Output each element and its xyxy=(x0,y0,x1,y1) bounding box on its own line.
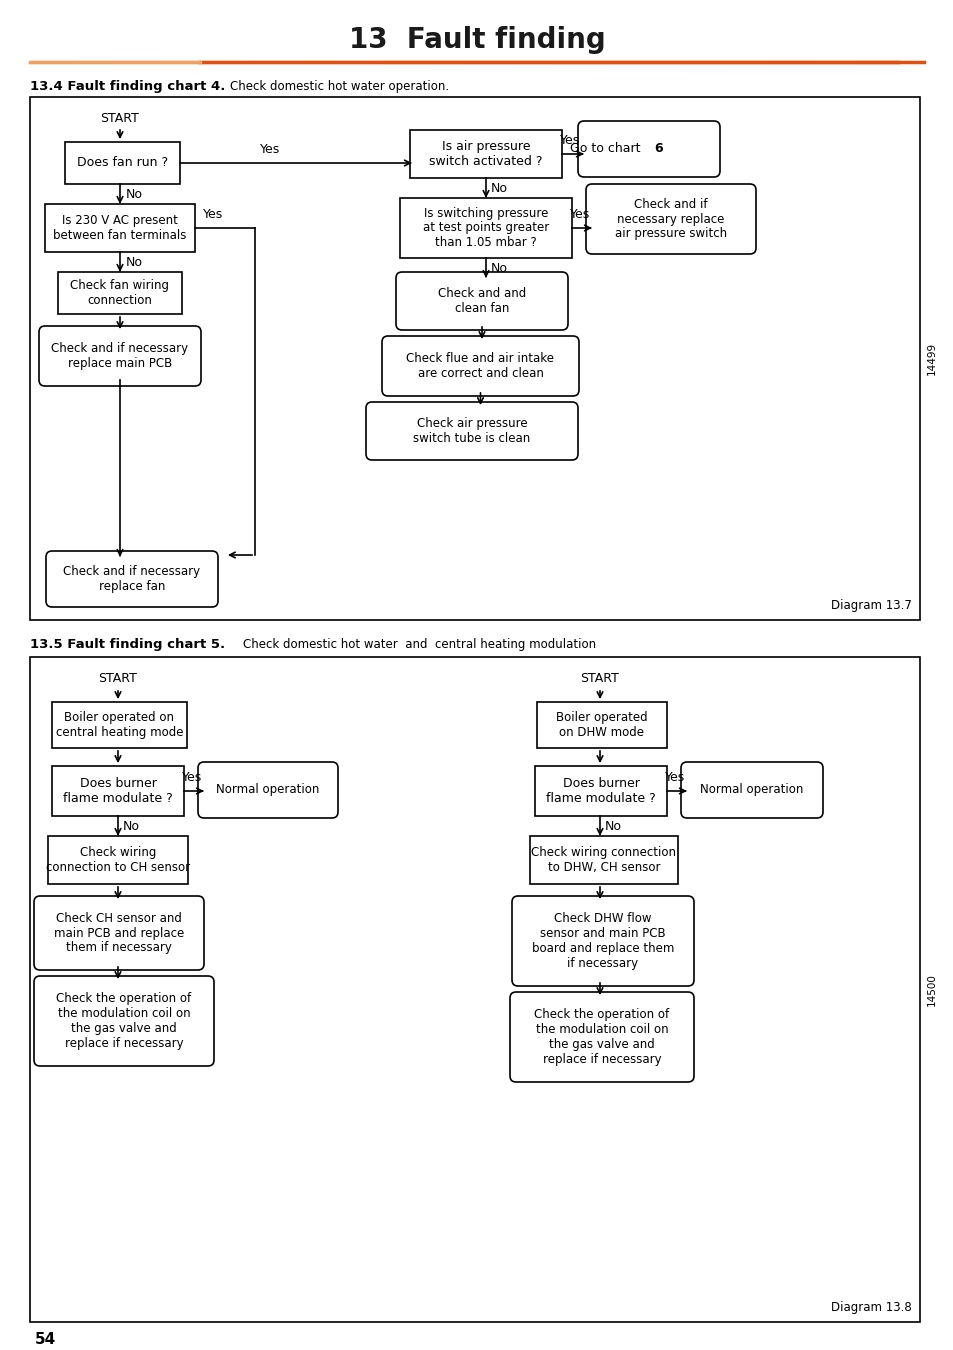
Bar xyxy=(45,204,194,252)
Text: Is air pressure
switch activated ?: Is air pressure switch activated ? xyxy=(429,140,542,167)
Text: Normal operation: Normal operation xyxy=(700,783,802,796)
Text: Check the operation of
the modulation coil on
the gas valve and
replace if neces: Check the operation of the modulation co… xyxy=(534,1008,669,1066)
Bar xyxy=(537,702,666,748)
Text: Check wiring
connection to CH sensor: Check wiring connection to CH sensor xyxy=(46,846,190,873)
Text: Go to chart: Go to chart xyxy=(570,143,644,155)
FancyBboxPatch shape xyxy=(512,896,693,986)
Text: Check domestic hot water operation.: Check domestic hot water operation. xyxy=(230,80,449,93)
Text: Is 230 V AC present
between fan terminals: Is 230 V AC present between fan terminal… xyxy=(53,215,187,242)
Text: Diagram 13.8: Diagram 13.8 xyxy=(830,1301,911,1314)
Bar xyxy=(410,130,561,178)
FancyBboxPatch shape xyxy=(34,896,204,971)
Text: No: No xyxy=(491,262,507,274)
Text: Check CH sensor and
main PCB and replace
them if necessary: Check CH sensor and main PCB and replace… xyxy=(53,911,184,954)
FancyBboxPatch shape xyxy=(680,761,822,818)
Text: Boiler operated
on DHW mode: Boiler operated on DHW mode xyxy=(556,711,647,738)
Text: START: START xyxy=(100,112,139,126)
FancyBboxPatch shape xyxy=(39,325,201,386)
Text: 13  Fault finding: 13 Fault finding xyxy=(348,26,605,54)
Bar xyxy=(52,765,184,815)
Bar xyxy=(48,836,188,884)
Text: Does fan run ?: Does fan run ? xyxy=(77,157,168,170)
Text: Yes: Yes xyxy=(559,134,579,147)
Text: Check flue and air intake
are correct and clean: Check flue and air intake are correct an… xyxy=(406,352,554,379)
FancyBboxPatch shape xyxy=(46,551,218,608)
Text: No: No xyxy=(491,181,507,194)
Text: Does burner
flame modulate ?: Does burner flame modulate ? xyxy=(545,778,655,805)
Bar xyxy=(30,657,919,1322)
FancyBboxPatch shape xyxy=(510,992,693,1081)
Text: No: No xyxy=(123,819,140,833)
Text: Check and if
necessary replace
air pressure switch: Check and if necessary replace air press… xyxy=(615,197,726,240)
FancyBboxPatch shape xyxy=(585,184,755,254)
FancyBboxPatch shape xyxy=(34,976,213,1066)
Text: START: START xyxy=(580,672,618,684)
Text: Check the operation of
the modulation coil on
the gas valve and
replace if neces: Check the operation of the modulation co… xyxy=(56,992,192,1050)
Text: Does burner
flame modulate ?: Does burner flame modulate ? xyxy=(63,778,172,805)
Bar xyxy=(58,271,182,315)
Text: Is switching pressure
at test points greater
than 1.05 mbar ?: Is switching pressure at test points gre… xyxy=(422,207,549,250)
Text: 54: 54 xyxy=(35,1332,56,1347)
Bar xyxy=(65,142,180,184)
Bar xyxy=(30,97,919,620)
Text: Yes: Yes xyxy=(569,208,590,221)
Text: No: No xyxy=(126,188,143,201)
Text: 14499: 14499 xyxy=(926,342,936,375)
Text: Check DHW flow
sensor and main PCB
board and replace them
if necessary: Check DHW flow sensor and main PCB board… xyxy=(531,913,674,971)
Text: Boiler operated on
central heating mode: Boiler operated on central heating mode xyxy=(55,711,183,738)
FancyBboxPatch shape xyxy=(381,336,578,396)
Text: Diagram 13.7: Diagram 13.7 xyxy=(830,599,911,612)
Text: Normal operation: Normal operation xyxy=(216,783,319,796)
Text: 14500: 14500 xyxy=(926,973,936,1006)
Text: No: No xyxy=(126,255,143,269)
Text: Check wiring connection
to DHW, CH sensor: Check wiring connection to DHW, CH senso… xyxy=(531,846,676,873)
Text: 13.4 Fault finding chart 4.: 13.4 Fault finding chart 4. xyxy=(30,80,225,93)
Text: 6: 6 xyxy=(654,143,662,155)
Text: Check air pressure
switch tube is clean: Check air pressure switch tube is clean xyxy=(413,417,530,446)
Text: 13.5 Fault finding chart 5.: 13.5 Fault finding chart 5. xyxy=(30,639,225,651)
Text: Yes: Yes xyxy=(182,771,202,784)
FancyBboxPatch shape xyxy=(366,402,578,460)
Text: Yes: Yes xyxy=(664,771,684,784)
Bar xyxy=(530,836,678,884)
Text: Yes: Yes xyxy=(259,143,280,157)
FancyBboxPatch shape xyxy=(578,122,720,177)
Bar xyxy=(535,765,666,815)
FancyBboxPatch shape xyxy=(395,271,567,329)
Text: Check fan wiring
connection: Check fan wiring connection xyxy=(71,279,170,306)
Text: Check and if necessary
replace main PCB: Check and if necessary replace main PCB xyxy=(51,342,189,370)
Text: No: No xyxy=(604,819,621,833)
Bar xyxy=(399,198,572,258)
Text: Yes: Yes xyxy=(203,208,223,221)
Text: START: START xyxy=(98,672,137,684)
Bar xyxy=(52,702,187,748)
Text: Check domestic hot water  and  central heating modulation: Check domestic hot water and central hea… xyxy=(243,639,596,651)
Text: Check and and
clean fan: Check and and clean fan xyxy=(437,288,525,315)
FancyBboxPatch shape xyxy=(198,761,337,818)
Text: Check and if necessary
replace fan: Check and if necessary replace fan xyxy=(63,566,200,593)
